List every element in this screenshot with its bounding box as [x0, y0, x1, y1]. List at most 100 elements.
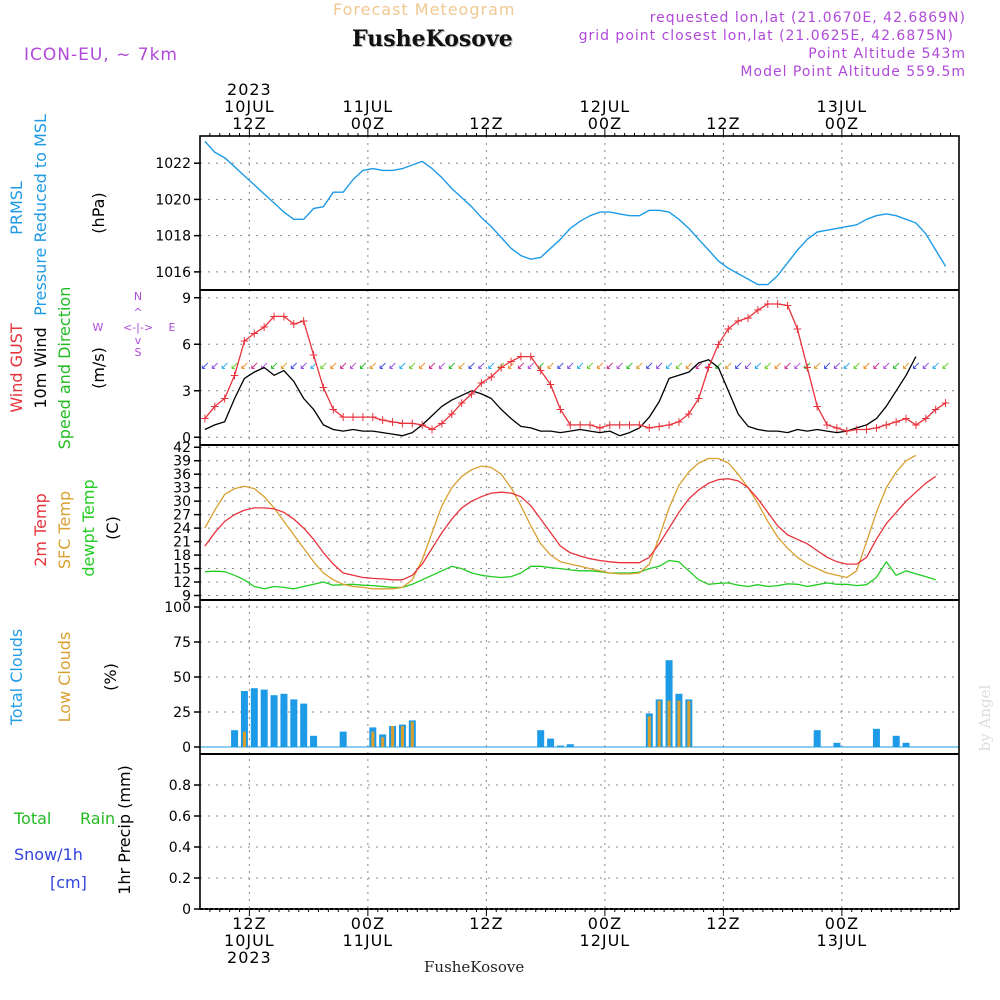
wind-direction-arrow-icon: ↙ — [339, 359, 348, 372]
wind-direction-arrow-icon: ↙ — [358, 359, 367, 372]
closest-coords: grid point closest lon,lat (21.0625E, 42… — [578, 28, 954, 44]
gust-marker: + — [625, 418, 635, 432]
wind-direction-arrow-icon: ↙ — [260, 359, 269, 372]
gust-marker: + — [536, 364, 546, 378]
wind-direction-arrow-icon: ↙ — [279, 359, 288, 372]
gust-marker: + — [388, 415, 398, 429]
low-cloud-bar — [687, 700, 691, 747]
dewpoint-line — [204, 559, 936, 590]
top-axis-label: 12Z — [469, 114, 503, 133]
clouds-unit-label: (%) — [101, 663, 120, 691]
gust-marker: + — [546, 378, 556, 392]
wind-direction-arrow-icon: ↙ — [497, 359, 506, 372]
bottom-axis-label: 00Z — [351, 914, 385, 933]
wind-direction-arrow-icon: ↙ — [595, 359, 604, 372]
total-cloud-bar — [566, 744, 574, 747]
gust-marker: + — [200, 412, 210, 426]
compass-north: N — [134, 290, 142, 303]
snow-label: Snow/1h — [14, 845, 83, 864]
wind-direction-arrow-icon: ↙ — [901, 359, 910, 372]
temp-y-tick-label: 36 — [173, 467, 191, 483]
temp-unit-label: (C) — [103, 516, 122, 540]
gust-marker: + — [575, 418, 585, 432]
gust-marker: + — [279, 309, 289, 323]
wind-direction-arrow-icon: ↙ — [773, 359, 782, 372]
bottom-axis-label: 10JUL — [224, 931, 275, 950]
wind-direction-arrow-icon: ↙ — [427, 359, 436, 372]
temp-y-tick-label: 27 — [173, 508, 191, 524]
gust-marker: + — [467, 387, 477, 401]
wind-direction-arrow-icon: ↙ — [694, 359, 703, 372]
low-cloud-bar — [400, 726, 404, 747]
wind-direction-arrow-icon: ↙ — [763, 359, 772, 372]
wind-direction-arrow-icon: ↙ — [862, 359, 871, 372]
pressure-y-tick-label: 1016 — [155, 265, 191, 281]
wind-direction-arrow-icon: ↙ — [348, 359, 357, 372]
gust-marker: + — [447, 407, 457, 421]
gust-marker: + — [348, 410, 358, 424]
top-axis-label: 10JUL — [224, 97, 275, 116]
precip-unit-label: 1hr Precip (mm) — [115, 765, 134, 895]
gust-marker: + — [941, 396, 951, 410]
bottom-axis-label: 11JUL — [343, 931, 394, 950]
gust-marker: + — [309, 348, 319, 362]
wind-direction-arrow-icon: ↙ — [487, 359, 496, 372]
gust-marker: + — [901, 412, 911, 426]
top-axis-label: 00Z — [825, 114, 859, 133]
gust-marker: + — [368, 410, 378, 424]
gust-marker: + — [802, 361, 812, 375]
gust-marker: + — [259, 320, 269, 334]
wind-direction-arrow-icon: ↙ — [477, 359, 486, 372]
wind-direction-arrow-icon: ↙ — [783, 359, 792, 372]
wind-direction-arrow-icon: ↙ — [832, 359, 841, 372]
gust-marker: + — [871, 421, 881, 435]
low-cloud-bar — [657, 700, 661, 747]
top-axis-label: 2023 — [227, 80, 272, 99]
gust-marker: + — [318, 381, 328, 395]
wind-direction-arrow-icon: ↙ — [299, 359, 308, 372]
bottom-axis-label: 12Z — [232, 914, 266, 933]
gust-marker: + — [230, 368, 240, 382]
gust-marker: + — [299, 314, 309, 328]
gust-marker: + — [476, 376, 486, 390]
gust-marker: + — [506, 354, 516, 368]
gust-marker: + — [585, 418, 595, 432]
wind-direction-arrow-icon: ↙ — [931, 359, 940, 372]
gust-marker: + — [852, 423, 862, 437]
sfc-temp-label: SFC Temp — [55, 491, 74, 569]
wind-direction-arrow-icon: ↙ — [704, 359, 713, 372]
wind-direction-arrow-icon: ↙ — [329, 359, 338, 372]
bottom-axis-label: 00Z — [825, 914, 859, 933]
total-cloud-bar — [270, 695, 278, 747]
low-cloud-bar — [242, 731, 246, 747]
low-cloud-bar — [647, 716, 651, 747]
gust-marker: + — [437, 416, 447, 430]
wind-direction-arrow-icon: ↙ — [289, 359, 298, 372]
precip-y-tick-label: 0.2 — [169, 871, 191, 887]
gust-marker: + — [427, 423, 437, 437]
sfc-temp-line — [204, 454, 917, 590]
temp-2m-label: 2m Temp — [31, 493, 50, 567]
wind-y-tick-label: 0 — [182, 430, 191, 446]
prmsl-line — [204, 140, 947, 286]
plot-frame — [199, 135, 960, 910]
total-cloud-bar — [339, 731, 347, 747]
requested-coords: requested lon,lat (21.0670E, 42.6869N) — [649, 10, 966, 26]
gust-marker: + — [773, 297, 783, 311]
gust-marker: + — [338, 410, 348, 424]
wind-direction-arrow-icon: ↙ — [822, 359, 831, 372]
total-cloud-bar — [547, 738, 555, 747]
total-cloud-bar — [260, 689, 268, 747]
top-axis-label: 12JUL — [580, 97, 631, 116]
wind-y-tick-label: 6 — [182, 337, 191, 353]
point-altitude: Point Altitude 543m — [808, 46, 966, 62]
low-cloud-bar — [667, 700, 671, 747]
wind-direction-arrow-icon: ↙ — [585, 359, 594, 372]
wind-y-tick-label: 3 — [182, 384, 191, 400]
wind-direction-arrow-icon: ↙ — [911, 359, 920, 372]
gust-marker: + — [822, 418, 832, 432]
gust-marker: + — [407, 416, 417, 430]
rain-label: Rain — [80, 809, 115, 828]
gust-marker: + — [694, 392, 704, 406]
wind-direction-arrow-icon: ↙ — [674, 359, 683, 372]
